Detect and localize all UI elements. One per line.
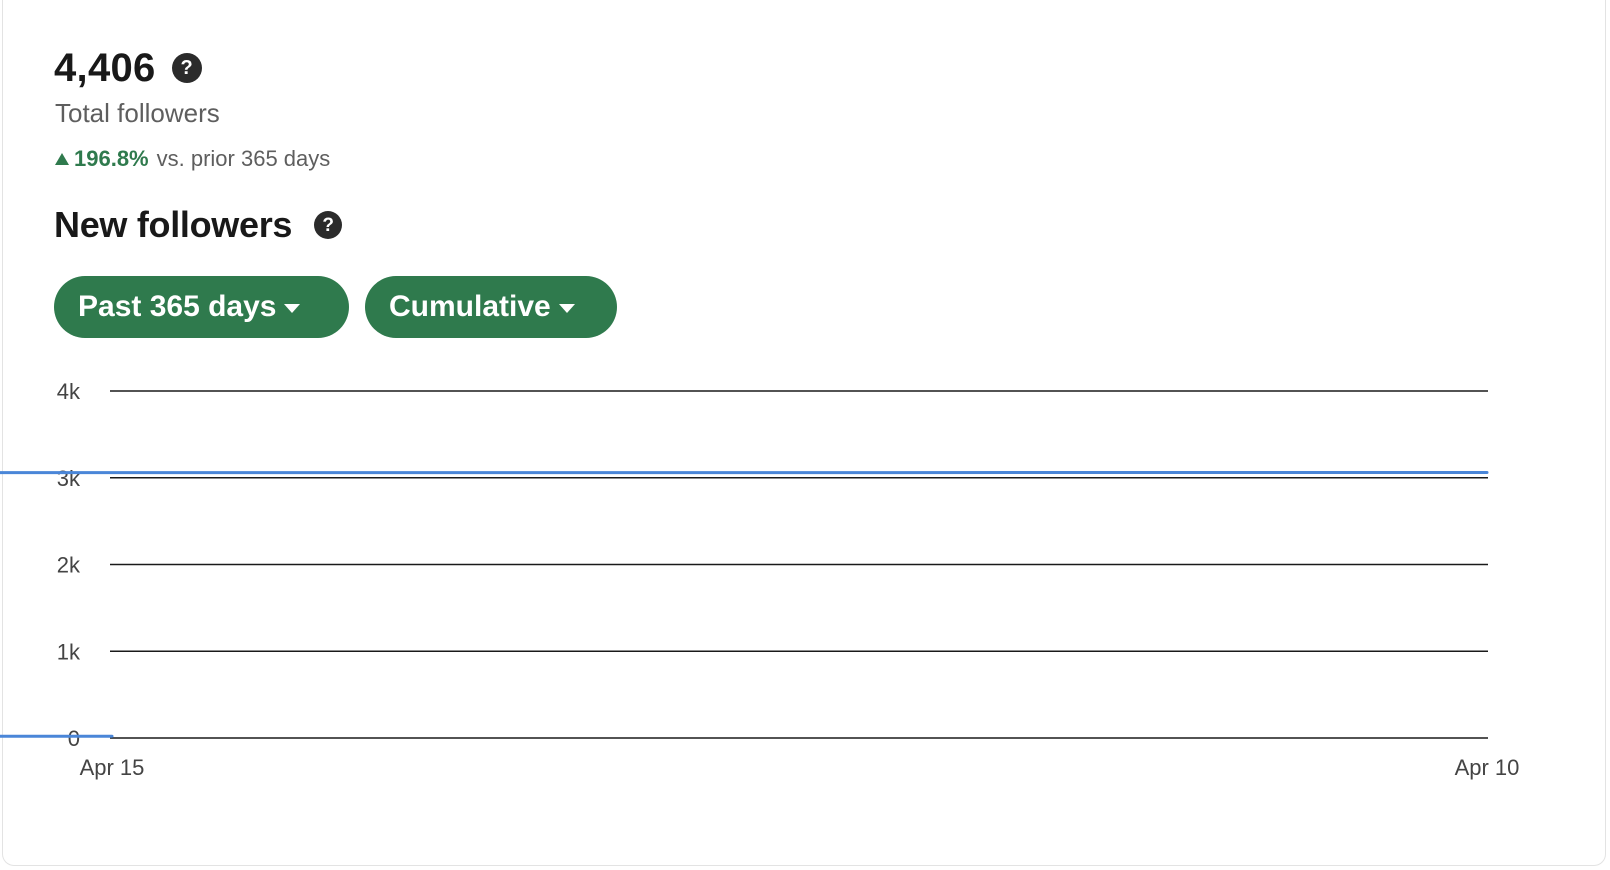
question-circle-icon[interactable]: ? bbox=[314, 211, 343, 239]
section-header: New followers ? bbox=[54, 204, 343, 246]
section-title: New followers bbox=[54, 204, 293, 245]
question-circle-icon[interactable]: ? bbox=[171, 53, 202, 83]
x-tick-label: Apr 15 bbox=[80, 755, 145, 780]
y-tick-label: 4k bbox=[57, 379, 81, 404]
x-tick-label: Apr 10 bbox=[1455, 755, 1520, 780]
caret-down-icon bbox=[284, 304, 301, 313]
data-point bbox=[1485, 471, 1489, 474]
y-tick-label: 0 bbox=[68, 726, 80, 751]
date-range-dropdown[interactable]: Past 365 days bbox=[54, 276, 349, 338]
total-followers-label: Total followers bbox=[55, 98, 220, 128]
change-row: 196.8% vs. prior 365 days bbox=[55, 146, 330, 172]
change-percent: 196.8% bbox=[74, 146, 149, 171]
y-tick-label: 2k bbox=[57, 553, 81, 578]
y-tick-label: 1k bbox=[57, 639, 81, 664]
total-followers-value: 4,406 bbox=[54, 46, 156, 90]
up-arrow-icon bbox=[55, 153, 69, 165]
data-point bbox=[110, 735, 114, 738]
mode-dropdown[interactable]: Cumulative bbox=[365, 276, 617, 338]
y-tick-label: 3k bbox=[57, 466, 81, 491]
total-row: 4,406 ? bbox=[54, 44, 202, 92]
change-comparison: vs. prior 365 days bbox=[156, 146, 331, 171]
date-range-label: Past 365 days bbox=[78, 290, 277, 323]
mode-label: Cumulative bbox=[389, 290, 551, 323]
series-line bbox=[0, 471, 1489, 738]
caret-down-icon bbox=[558, 304, 575, 313]
